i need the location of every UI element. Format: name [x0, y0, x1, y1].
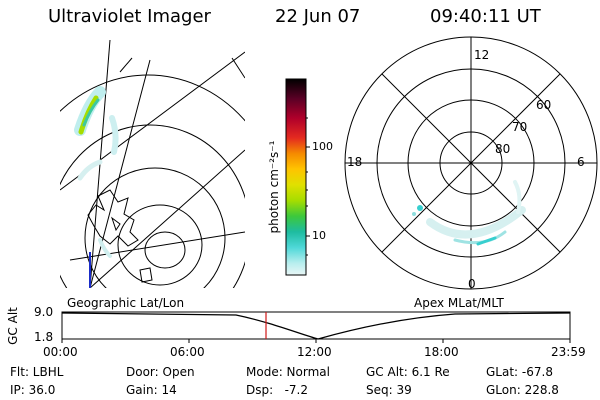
mlt-label-18: 18: [347, 155, 363, 169]
seq-info: Seq: 39: [366, 383, 412, 397]
mlt-label-0: 0: [468, 277, 476, 291]
altitude-ytick-top: 9.0: [34, 305, 54, 319]
mode-info: Mode: Normal: [246, 365, 330, 379]
altitude-ylabel: GC Alt: [5, 307, 20, 345]
dsp-info: Dsp: -7.2: [246, 383, 309, 397]
polar-plot: [344, 36, 598, 290]
filter-info: Flt: LBHL: [10, 365, 64, 379]
ip-info: IP: 36.0: [10, 383, 56, 397]
glat-info: GLat: -67.8: [486, 365, 553, 379]
door-info: Door: Open: [126, 365, 195, 379]
altitude-curve: [61, 312, 571, 340]
image-date: 22 Jun 07: [275, 6, 361, 27]
time-tick-0000: 00:00: [43, 345, 78, 359]
geographic-map: [60, 40, 245, 288]
time-tick-1800: 18:00: [424, 345, 459, 359]
instrument-title: Ultraviolet Imager: [48, 6, 211, 27]
altitude-ytick-bottom: 1.8: [34, 330, 54, 344]
colorbar-unit-label: photon cm⁻²s⁻¹: [267, 140, 281, 234]
apex-label: Apex MLat/MLT: [414, 296, 504, 310]
colorbar-tick-100: 100: [312, 140, 333, 153]
colorbar-tick-10: 10: [312, 229, 326, 242]
image-time: 09:40:11 UT: [430, 6, 541, 27]
lat-label-80: 80: [495, 142, 511, 156]
time-tick-0600: 06:00: [170, 345, 205, 359]
time-tick-1200: 12:00: [297, 345, 332, 359]
time-tick-2359: 23:59: [551, 345, 586, 359]
geographic-label: Geographic Lat/Lon: [67, 296, 185, 310]
gc-alt-info: GC Alt: 6.1 Re: [366, 365, 450, 379]
glon-info: GLon: 228.8: [486, 383, 559, 397]
altitude-plot-frame: [61, 311, 571, 340]
mlt-label-12: 12: [474, 48, 490, 62]
mlt-label-6: 6: [577, 155, 585, 169]
lat-label-70: 70: [512, 120, 528, 134]
gain-info: Gain: 14: [126, 383, 177, 397]
lat-label-60: 60: [536, 98, 552, 112]
left-aurora: [74, 86, 119, 258]
colorbar: [285, 78, 307, 276]
polar-aurora: [412, 180, 526, 246]
